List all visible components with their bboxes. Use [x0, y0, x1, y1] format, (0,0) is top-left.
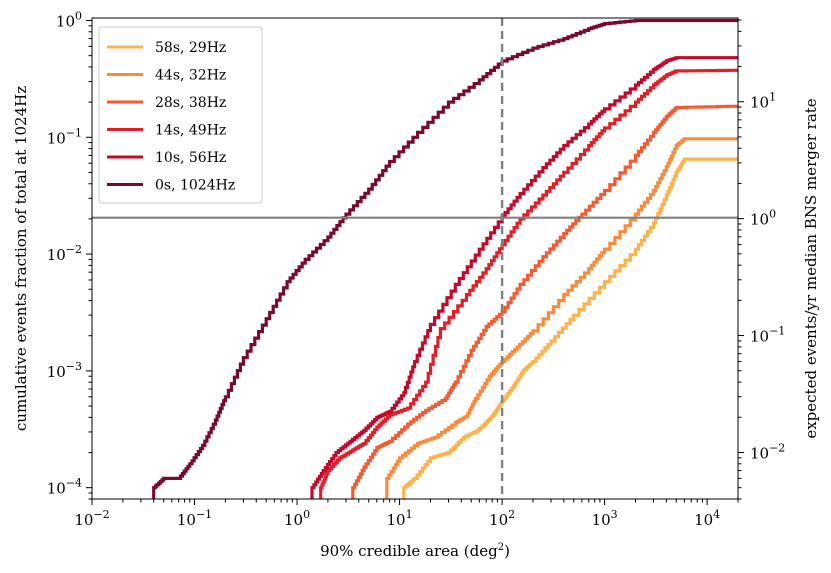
x-tick-label-4: 102 — [489, 508, 515, 529]
legend-box — [98, 26, 263, 204]
legend-label-2: 28s, 38Hz — [155, 95, 226, 111]
x-tick-label-2: 100 — [284, 508, 310, 529]
y2-tick-label-3: 101 — [750, 91, 776, 112]
y-tick-label-2: 10−2 — [47, 243, 82, 264]
y2-tick-label-1: 10−1 — [750, 325, 785, 346]
y2-tick-label-2: 100 — [750, 208, 776, 229]
legend-label-4: 10s, 56Hz — [155, 150, 226, 166]
series-line-3 — [319, 68, 738, 499]
series-layer — [152, 18, 738, 499]
x-tick-label-1: 10−1 — [177, 508, 212, 529]
y-axis-label: cumulative events fraction of total at 1… — [12, 86, 30, 431]
legend-label-3: 14s, 49Hz — [155, 123, 226, 139]
series-line-0 — [402, 157, 738, 499]
x-tick-label-5: 103 — [592, 508, 618, 529]
legend: 58s, 29Hz 44s, 32Hz 28s, 38Hz 14s, 49Hz 10s,… — [98, 26, 263, 204]
x-tick-label-0: 10−2 — [74, 508, 109, 529]
label-layer: 90% credible area (deg2) cumulative event… — [12, 86, 820, 560]
x-axis-label: 90% credible area (deg2) — [320, 542, 510, 560]
series-line-4 — [310, 56, 738, 499]
tick-layer: 10−2 10−1 100 101 102 103 104 10−4 10−3 10−2 10−1 1… — [47, 9, 786, 529]
y2-axis-label: expected events/yr median BNS merger rat… — [802, 98, 820, 438]
series-line-5 — [152, 18, 738, 499]
series-line-1 — [385, 137, 738, 499]
y-tick-label-1: 10−3 — [47, 360, 82, 381]
y-tick-label-0: 10−4 — [47, 477, 82, 498]
y-tick-label-4: 100 — [56, 9, 82, 30]
legend-label-1: 44s, 32Hz — [155, 68, 226, 84]
plot-frame — [91, 17, 739, 500]
legend-label-5: 0s, 1024Hz — [155, 178, 235, 194]
y2-tick-label-0: 10−2 — [750, 441, 785, 462]
reference-lines — [92, 18, 738, 499]
y-tick-label-3: 10−1 — [47, 126, 82, 147]
legend-label-0: 58s, 29Hz — [155, 40, 226, 56]
x-tick-label-6: 104 — [694, 508, 720, 529]
series-line-2 — [351, 104, 738, 499]
x-tick-label-3: 101 — [387, 508, 413, 529]
